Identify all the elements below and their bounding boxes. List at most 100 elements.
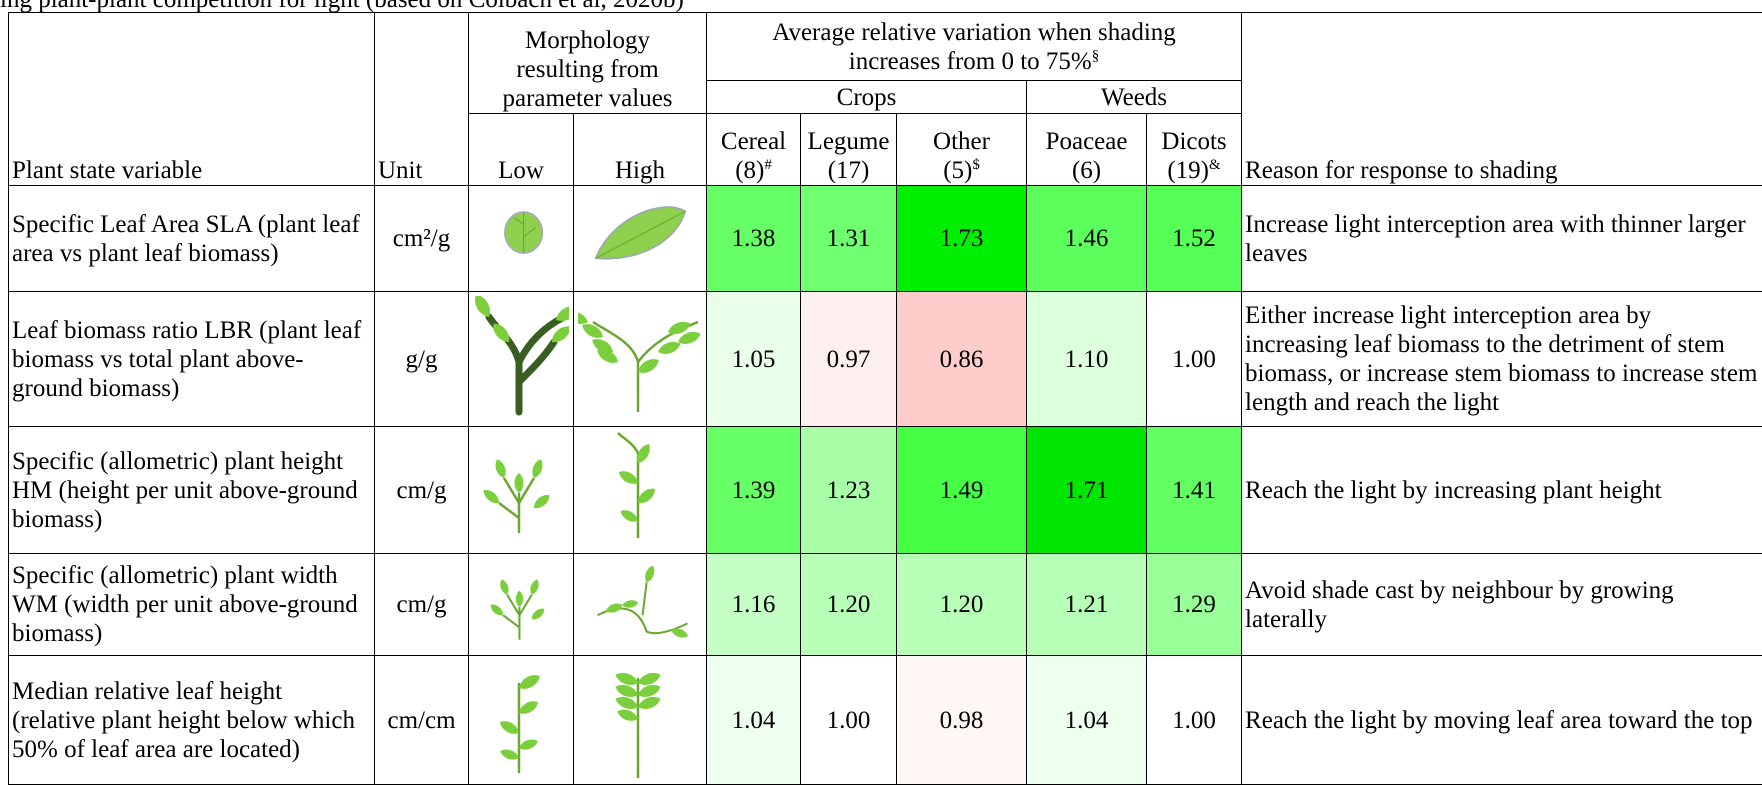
unit: cm/g xyxy=(375,427,469,554)
header-variable: Plant state variable xyxy=(9,13,375,186)
value: 1.20 xyxy=(801,554,897,656)
group-count-text: (17) xyxy=(828,157,870,184)
value: 1.04 xyxy=(707,656,801,785)
variable: Specific Leaf Area SLA (plant leaf area … xyxy=(9,186,375,292)
row: Specific (allometric) plant height HM (h… xyxy=(9,427,1762,554)
value: 1.31 xyxy=(801,186,897,292)
plant-icon xyxy=(474,431,569,550)
icon-high xyxy=(574,554,707,656)
plant-icon xyxy=(578,296,703,423)
value: 1.10 xyxy=(1027,292,1147,427)
header-group: Other(5)$ xyxy=(897,114,1027,186)
icon-low xyxy=(469,554,574,656)
value: 0.86 xyxy=(897,292,1027,427)
value: 1.23 xyxy=(801,427,897,554)
group-count: (8)# xyxy=(710,156,797,185)
row: Specific Leaf Area SLA (plant leaf area … xyxy=(9,186,1762,292)
icon-low xyxy=(469,292,574,427)
value: 1.00 xyxy=(1147,292,1242,427)
variable: Median relative leaf height (relative pl… xyxy=(9,656,375,785)
value: 1.52 xyxy=(1147,186,1242,292)
icon-low xyxy=(469,186,574,292)
table: Plant state variable Unit Morphology res… xyxy=(8,12,1762,785)
header-crops: Crops xyxy=(707,81,1027,114)
icon-high xyxy=(574,292,707,427)
value: 0.98 xyxy=(897,656,1027,785)
reason: Avoid shade cast by neighbour by growing… xyxy=(1242,554,1762,656)
header-group: Legume(17) xyxy=(801,114,897,186)
value: 1.29 xyxy=(1147,554,1242,656)
header-group: Dicots(19)& xyxy=(1147,114,1242,186)
plant-icon xyxy=(578,190,703,288)
header-reason: Reason for response to shading xyxy=(1242,13,1762,186)
header-high: High xyxy=(574,114,707,186)
unit: cm/g xyxy=(375,554,469,656)
group-count-text: (5) xyxy=(943,157,972,184)
header-text: Reason for response to shading xyxy=(1245,157,1557,184)
header-text: Morphology resulting from parameter valu… xyxy=(502,27,672,112)
value: 1.71 xyxy=(1027,427,1147,554)
header-text: Unit xyxy=(378,157,422,184)
icon-low xyxy=(469,656,574,785)
row: Median relative leaf height (relative pl… xyxy=(9,656,1762,785)
reason: Increase light interception area with th… xyxy=(1242,186,1762,292)
variable: Specific (allometric) plant height HM (h… xyxy=(9,427,375,554)
value: 1.73 xyxy=(897,186,1027,292)
group-count-text: (19) xyxy=(1167,157,1209,184)
value: 1.21 xyxy=(1027,554,1147,656)
value: 1.00 xyxy=(801,656,897,785)
header-average: Average relative variation when shading … xyxy=(707,13,1242,81)
note: # xyxy=(764,157,772,173)
group-name: Other xyxy=(900,127,1023,156)
group-count: (6) xyxy=(1030,156,1143,185)
note: § xyxy=(1092,48,1100,64)
plant-icon xyxy=(474,558,569,652)
plant-icon xyxy=(578,431,703,550)
unit: g/g xyxy=(375,292,469,427)
header-group: Poaceae(6) xyxy=(1027,114,1147,186)
group-count: (19)& xyxy=(1150,156,1238,185)
value: 1.20 xyxy=(897,554,1027,656)
variable: Specific (allometric) plant width WM (wi… xyxy=(9,554,375,656)
value: 1.38 xyxy=(707,186,801,292)
value: 1.41 xyxy=(1147,427,1242,554)
header-group: Cereal(8)# xyxy=(707,114,801,186)
plant-icon xyxy=(474,660,569,781)
note: $ xyxy=(972,157,980,173)
plant-icon xyxy=(578,558,703,652)
value: 1.00 xyxy=(1147,656,1242,785)
value: 1.39 xyxy=(707,427,801,554)
header-unit: Unit xyxy=(375,13,469,186)
row: Specific (allometric) plant width WM (wi… xyxy=(9,554,1762,656)
group-count-text: (6) xyxy=(1072,157,1101,184)
icon-low xyxy=(469,427,574,554)
header-text: Plant state variable xyxy=(12,157,202,184)
unit: cm²/g xyxy=(375,186,469,292)
value: 1.16 xyxy=(707,554,801,656)
reason: Either increase light interception area … xyxy=(1242,292,1762,427)
value: 1.49 xyxy=(897,427,1027,554)
note: & xyxy=(1209,157,1221,173)
reason: Reach the light by increasing plant heig… xyxy=(1242,427,1762,554)
group-name: Legume xyxy=(804,127,893,156)
plant-icon xyxy=(578,660,703,781)
row: Leaf biomass ratio LBR (plant leaf bioma… xyxy=(9,292,1762,427)
reason: Reach the light by moving leaf area towa… xyxy=(1242,656,1762,785)
unit: cm/cm xyxy=(375,656,469,785)
icon-high xyxy=(574,427,707,554)
group-name: Dicots xyxy=(1150,127,1238,156)
plant-icon xyxy=(474,190,569,288)
group-count: (17) xyxy=(804,156,893,185)
group-name: Cereal xyxy=(710,127,797,156)
header-low: Low xyxy=(469,114,574,186)
icon-high xyxy=(574,186,707,292)
variable: Leaf biomass ratio LBR (plant leaf bioma… xyxy=(9,292,375,427)
plant-icon xyxy=(474,296,569,423)
group-count-text: (8) xyxy=(735,157,764,184)
value: 1.04 xyxy=(1027,656,1147,785)
value: 1.46 xyxy=(1027,186,1147,292)
value: 1.05 xyxy=(707,292,801,427)
header-morphology: Morphology resulting from parameter valu… xyxy=(469,13,707,114)
icon-high xyxy=(574,656,707,785)
